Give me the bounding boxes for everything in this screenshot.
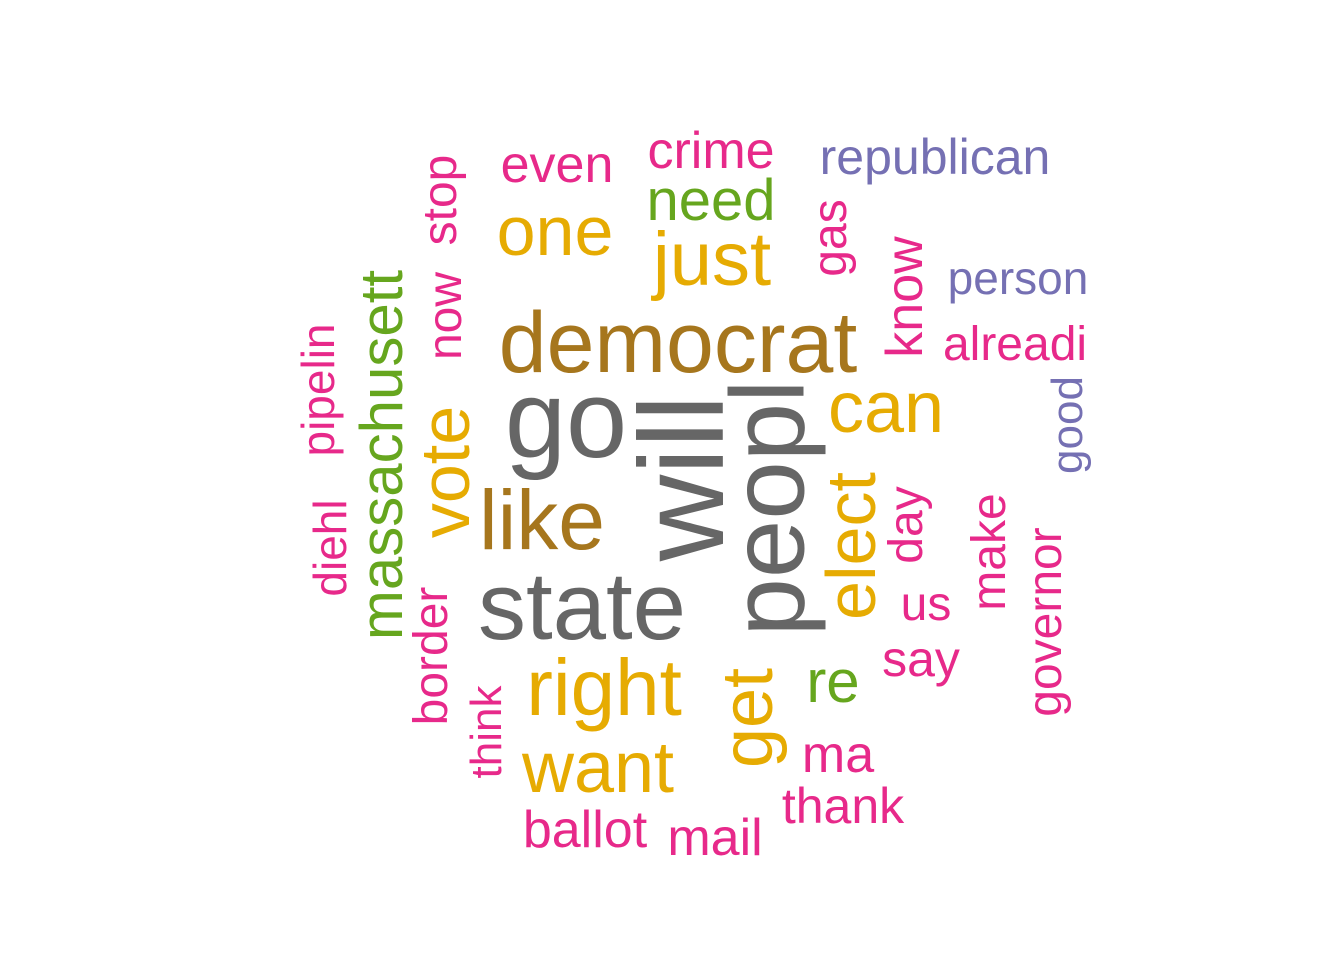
word-person: person: [947, 252, 1089, 304]
word-think: think: [462, 685, 511, 779]
word-even: even: [500, 136, 614, 194]
word-one: one: [496, 192, 614, 270]
word-elect: elect: [812, 472, 890, 620]
word-peopl: peopl: [709, 379, 827, 637]
word-day: day: [880, 486, 933, 564]
word-right: right: [526, 643, 682, 732]
word-make: make: [963, 493, 1016, 611]
word-ballot: ballot: [522, 801, 648, 859]
word-us: us: [900, 578, 952, 631]
word-can: can: [827, 368, 945, 448]
word-say: say: [882, 631, 960, 687]
word-massachusett: massachusett: [348, 269, 415, 641]
word-re: re: [806, 648, 860, 715]
word-stop: stop: [414, 154, 467, 246]
word-republican: republican: [819, 129, 1051, 185]
word-just: just: [652, 217, 772, 302]
word-vote: vote: [406, 405, 484, 539]
word-mail: mail: [667, 809, 763, 867]
word-good: good: [1043, 376, 1092, 474]
word-diehl: diehl: [304, 499, 356, 597]
word-now: now: [419, 271, 472, 361]
word-border: border: [405, 586, 458, 726]
word-ma: ma: [801, 726, 875, 784]
word-pipelin: pipelin: [292, 323, 344, 457]
word-like: like: [478, 473, 606, 567]
word-governor: governor: [1019, 527, 1072, 717]
word-need: need: [646, 168, 776, 233]
word-want: want: [521, 728, 675, 808]
word-go: go: [504, 358, 628, 481]
word-alreadi: alreadi: [942, 318, 1088, 371]
word-get: get: [708, 667, 788, 769]
word-gas: gas: [804, 199, 857, 277]
word-crime: crime: [647, 122, 775, 180]
word-thank: thank: [781, 778, 905, 834]
word-democrat: democrat: [498, 295, 858, 391]
word-know: know: [876, 236, 934, 358]
word-state: state: [477, 553, 687, 660]
